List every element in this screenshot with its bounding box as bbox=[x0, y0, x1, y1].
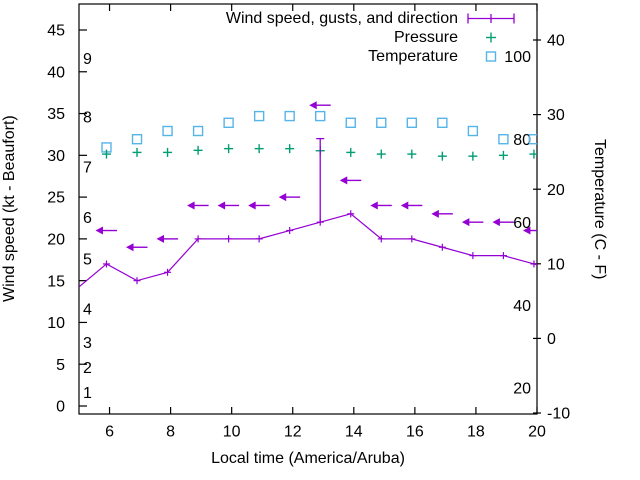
x-tick-label: 8 bbox=[166, 424, 175, 441]
left-arrow-icon bbox=[126, 243, 134, 252]
left-arrow-icon bbox=[400, 201, 409, 210]
pressure-plus-sample-icon bbox=[458, 28, 524, 47]
x-tick-label: 16 bbox=[406, 424, 424, 441]
left-tick-label: 0 bbox=[56, 399, 65, 416]
beaufort-label: 9 bbox=[83, 51, 92, 68]
temperature-point bbox=[437, 117, 448, 129]
right-tick-label: 30 bbox=[547, 107, 565, 124]
left-arrow-icon bbox=[156, 234, 165, 243]
beaufort-label: 4 bbox=[83, 302, 92, 319]
x-tick-label: 10 bbox=[223, 424, 241, 441]
legend: Wind speed, gusts, and direction Pressur… bbox=[158, 9, 524, 66]
fahrenheit-label: 20 bbox=[513, 381, 531, 398]
left-tick-label: 25 bbox=[47, 190, 65, 207]
temperature-point bbox=[376, 117, 387, 129]
temperature-square-sample-icon bbox=[458, 47, 524, 66]
left-arrow-icon bbox=[522, 226, 531, 235]
wind-errorbar-sample-icon bbox=[458, 9, 524, 28]
left-tick-label: 40 bbox=[47, 64, 65, 81]
beaufort-label: 3 bbox=[83, 335, 92, 352]
fahrenheit-label: 60 bbox=[513, 215, 531, 232]
temperature-point bbox=[406, 117, 418, 129]
pressure-series bbox=[101, 144, 537, 161]
left-arrow-icon bbox=[461, 218, 470, 227]
x-tick-label: 20 bbox=[528, 424, 546, 441]
left-tick-label: 20 bbox=[47, 231, 65, 248]
fahrenheit-label: 100 bbox=[504, 49, 531, 66]
beaufort-label: 2 bbox=[83, 360, 92, 377]
right-axis-title: Temperature (C - F) bbox=[591, 138, 608, 280]
x-axis-title: Local time (America/Aruba) bbox=[211, 450, 405, 467]
beaufort-label: 7 bbox=[83, 160, 92, 177]
temperature-point bbox=[284, 110, 295, 122]
left-arrow-icon bbox=[339, 176, 348, 185]
left-arrow-icon bbox=[370, 201, 378, 210]
temperature-point bbox=[192, 125, 204, 137]
legend-label-wind: Wind speed, gusts, and direction bbox=[225, 9, 458, 27]
right-tick-label: -10 bbox=[547, 406, 570, 423]
legend-row-temperature: Temperature bbox=[158, 47, 524, 66]
beaufort-label: 6 bbox=[83, 210, 92, 227]
x-tick-label: 14 bbox=[345, 424, 363, 441]
left-arrow-icon bbox=[431, 209, 439, 218]
left-tick-label: 15 bbox=[47, 273, 65, 290]
temperature-point bbox=[223, 117, 234, 129]
fahrenheit-label: 80 bbox=[513, 132, 531, 149]
temperature-point bbox=[162, 125, 173, 137]
legend-row-pressure: Pressure bbox=[158, 28, 524, 47]
plot-border bbox=[78, 3, 538, 415]
temperature-point bbox=[498, 134, 509, 145]
temperature-point bbox=[131, 134, 143, 145]
left-arrow-icon bbox=[309, 101, 317, 110]
temperature-point bbox=[345, 117, 356, 129]
right-tick-label: 0 bbox=[547, 331, 556, 348]
legend-row-wind: Wind speed, gusts, and direction bbox=[158, 9, 524, 28]
temperature-point bbox=[528, 134, 537, 145]
right-tick-label: 20 bbox=[547, 182, 565, 199]
left-tick-label: 5 bbox=[56, 357, 65, 374]
left-tick-label: 45 bbox=[47, 23, 65, 40]
x-tick-label: 6 bbox=[105, 424, 114, 441]
beaufort-label: 1 bbox=[83, 385, 92, 402]
right-tick-label: 40 bbox=[547, 33, 565, 50]
fahrenheit-label: 40 bbox=[513, 298, 531, 315]
left-arrow-icon bbox=[492, 218, 500, 227]
wind-direction-arrows bbox=[95, 101, 537, 252]
temperature-point bbox=[467, 125, 479, 137]
temperature-point bbox=[315, 110, 326, 122]
beaufort-label: 5 bbox=[83, 252, 92, 269]
left-arrow-icon bbox=[95, 226, 103, 235]
beaufort-label: 8 bbox=[83, 110, 92, 127]
left-tick-label: 35 bbox=[47, 106, 65, 123]
right-tick-label: 10 bbox=[547, 256, 565, 273]
left-arrow-icon bbox=[187, 201, 195, 210]
x-tick-label: 18 bbox=[467, 424, 485, 441]
left-arrow-icon bbox=[217, 201, 226, 210]
legend-label-temperature: Temperature bbox=[368, 47, 458, 65]
left-arrow-icon bbox=[248, 201, 256, 210]
left-tick-label: 10 bbox=[47, 315, 65, 332]
legend-label-pressure: Pressure bbox=[393, 28, 458, 46]
left-arrow-icon bbox=[278, 193, 287, 202]
x-tick-label: 12 bbox=[284, 424, 302, 441]
series-layer bbox=[79, 101, 537, 288]
left-tick-label: 30 bbox=[47, 148, 65, 165]
wind-speed-series bbox=[79, 137, 537, 288]
temperature-point bbox=[253, 110, 265, 122]
